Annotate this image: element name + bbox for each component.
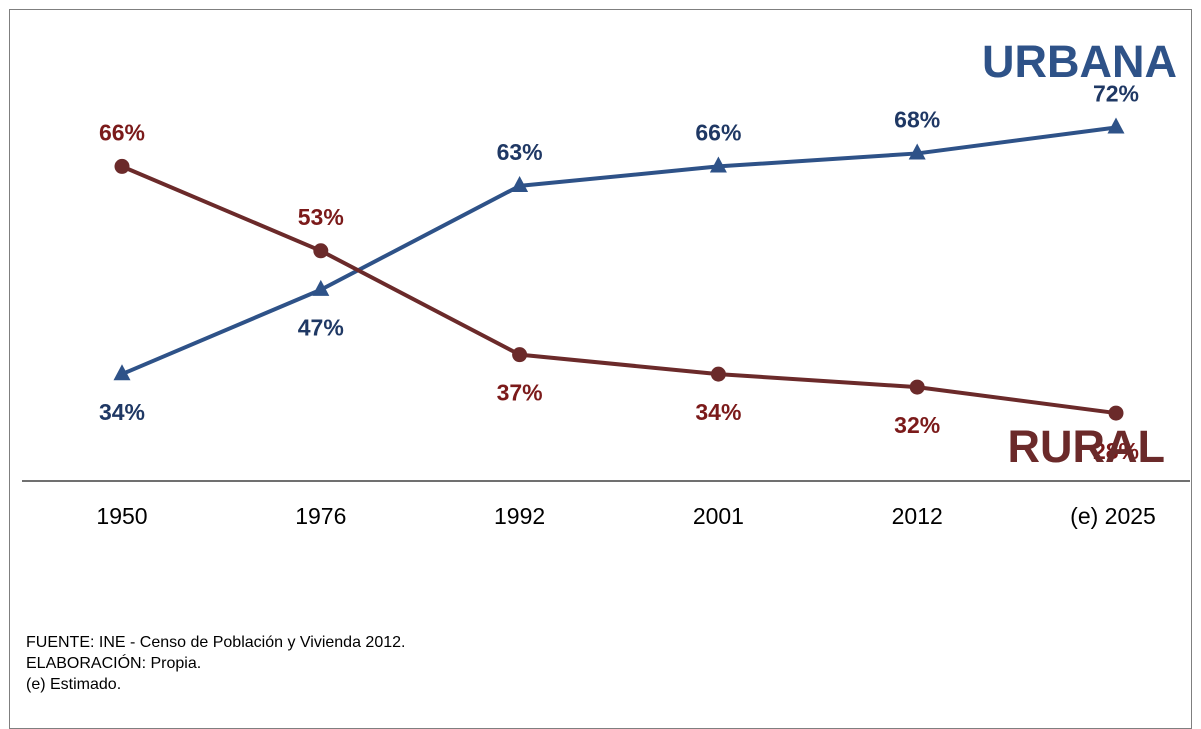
x-tick-label: (e) 2025 xyxy=(1070,503,1156,529)
data-point-rural xyxy=(910,380,925,395)
x-tick-label: 1976 xyxy=(295,503,346,529)
series-name-urbana: URBANA xyxy=(982,36,1177,87)
line-chart: 34%47%63%66% 68%72%66%53%37%34% 32%28% 195… xyxy=(0,0,1201,698)
data-point-rural xyxy=(313,243,328,258)
series-urbana xyxy=(114,118,1125,381)
series-line-rural xyxy=(122,166,1116,413)
data-label-rural: 37% xyxy=(497,380,543,406)
data-point-urbana xyxy=(1108,118,1125,134)
data-label-rural: 66% xyxy=(99,119,145,145)
data-label-urbana: 34% xyxy=(99,399,145,425)
series-line-urbana xyxy=(122,127,1116,374)
data-labels-rural: 66%53%37%34% 32%28% xyxy=(99,119,1139,464)
data-point-rural xyxy=(1109,406,1124,421)
series-rural xyxy=(115,159,1124,421)
data-label-urbana: 47% xyxy=(298,315,344,341)
data-label-urbana: 66% xyxy=(695,119,741,145)
series-layer: 34%47%63%66% 68%72%66%53%37%34% 32%28% xyxy=(99,80,1139,464)
data-label-rural: 53% xyxy=(298,204,344,230)
data-label-urbana: 63% xyxy=(497,139,543,165)
data-label-rural: 32% xyxy=(894,412,940,438)
source-note: FUENTE: INE - Censo de Población y Vivie… xyxy=(26,632,405,653)
chart-notes: FUENTE: INE - Censo de Población y Vivie… xyxy=(26,632,405,695)
data-point-rural xyxy=(512,347,527,362)
data-labels-urbana: 34%47%63%66% 68%72% xyxy=(99,80,1139,425)
data-label-rural: 34% xyxy=(695,399,741,425)
x-tick-label: 2012 xyxy=(892,503,943,529)
x-tick-label: 1950 xyxy=(96,503,147,529)
data-label-urbana: 68% xyxy=(894,106,940,132)
x-tick-label: 2001 xyxy=(693,503,744,529)
x-tick-label: 1992 xyxy=(494,503,545,529)
estimate-note: (e) Estimado. xyxy=(26,674,405,695)
elaboration-note: ELABORACIÓN: Propia. xyxy=(26,653,405,674)
series-name-rural: RURAL xyxy=(1008,421,1165,472)
data-point-rural xyxy=(115,159,130,174)
data-point-rural xyxy=(711,367,726,382)
x-tick-labels: 1950 1976 1992 2001 2012 (e) 2025 xyxy=(96,503,1155,529)
